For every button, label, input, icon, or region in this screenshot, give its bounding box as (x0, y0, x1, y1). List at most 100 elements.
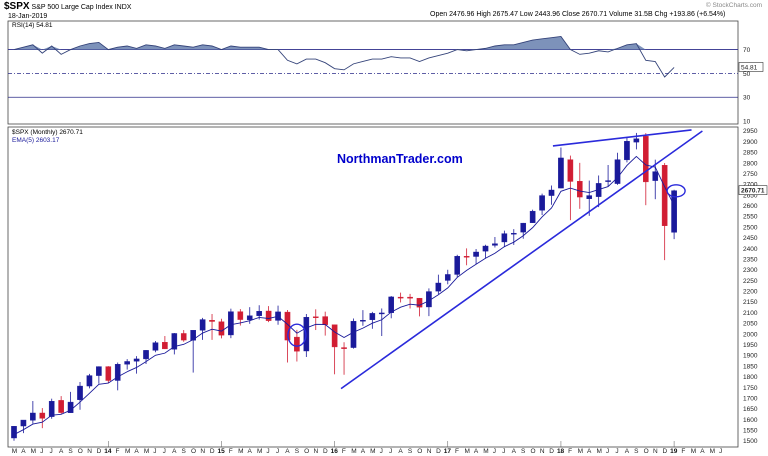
candle-down (643, 135, 649, 183)
candle-down (294, 336, 300, 352)
candle-up (624, 141, 630, 161)
symbol: $SPX (4, 1, 30, 12)
x-axis-month-label: A (134, 448, 139, 455)
x-axis-month-label: M (370, 448, 375, 455)
candle-down (661, 165, 668, 226)
x-axis-month-label: A (21, 448, 26, 455)
candle-down (331, 324, 338, 348)
x-axis-month-label: M (125, 448, 130, 455)
x-axis-month-label: A (172, 448, 177, 455)
x-axis-month-label: A (285, 448, 290, 455)
x-axis-month-label: J (153, 448, 156, 455)
x-axis-month-label: O (78, 448, 83, 455)
x-axis-month-label: J (719, 448, 722, 455)
candle-up (96, 366, 102, 376)
x-axis-month-label: F (681, 448, 685, 455)
ohlc-readout: Open 2476.96 High 2675.47 Low 2443.96 Cl… (430, 11, 726, 18)
candle-down (265, 310, 272, 321)
candle-up (190, 330, 196, 341)
x-axis-month-label: M (31, 448, 36, 455)
x-axis-month-label: N (200, 448, 205, 455)
candle-up (171, 333, 178, 350)
candle-up (633, 138, 640, 143)
x-axis-month-label: J (163, 448, 166, 455)
x-axis-month-label: S (408, 448, 413, 455)
price-tick-label: 2300 (743, 267, 758, 274)
x-axis-month-label: J (389, 448, 392, 455)
rsi-overbought-fill (14, 36, 675, 50)
candle-up (256, 311, 262, 316)
x-axis-month-label: N (540, 448, 545, 455)
x-axis-month-label: S (68, 448, 73, 455)
candle-up (350, 321, 357, 348)
x-axis-month-label: S (634, 448, 639, 455)
candle-down (567, 159, 574, 182)
price-tick-label: 2900 (743, 139, 758, 146)
x-axis-month-label: M (238, 448, 243, 455)
highlight-circle (287, 323, 307, 347)
rsi-value-tag: 54.81 (741, 64, 758, 71)
price-tick-label: 2550 (743, 214, 758, 221)
x-axis-month-label: D (97, 448, 102, 455)
x-axis-month-label: M (691, 448, 696, 455)
candle-up (501, 233, 508, 243)
price-tick-label: 2400 (743, 246, 758, 253)
candle-up (529, 210, 536, 223)
candle-down (218, 321, 225, 336)
price-tick-label: 2250 (743, 278, 758, 285)
x-axis-year-label: 16 (331, 448, 339, 455)
candle-down (407, 296, 413, 299)
x-axis-month-label: N (653, 448, 658, 455)
x-axis-month-label: O (644, 448, 649, 455)
x-axis-year-label: 15 (217, 448, 225, 455)
resistance-trendline (552, 129, 692, 147)
price-tick-label: 1850 (743, 363, 758, 370)
x-axis-month-label: F (342, 448, 346, 455)
x-axis-month-label: M (578, 448, 583, 455)
x-axis-month-label: N (87, 448, 92, 455)
price-panel-label: $SPX (Monthly) 2670.71 (12, 129, 83, 136)
x-axis-month-label: N (314, 448, 319, 455)
x-axis-month-label: M (464, 448, 469, 455)
candle-up (143, 350, 149, 360)
ema-label: EMA(5) 2603.17 (12, 137, 60, 144)
price-layer: 2950 2900 2850 2800 2750 2700 2650 2600 2550 2500… (11, 128, 758, 445)
rsi-value-tag-box (738, 62, 764, 72)
brand-text: NorthmanTrader.com (337, 152, 463, 166)
candle-down (284, 311, 291, 341)
candle-down (237, 311, 244, 320)
price-tick-label: 1950 (743, 342, 758, 349)
x-axis-month-label: J (606, 448, 609, 455)
candle-down (577, 181, 583, 198)
candle-up (86, 375, 93, 387)
candle-up (378, 312, 385, 315)
x-axis-month-label: O (417, 448, 422, 455)
price-tick-label: 1750 (743, 385, 758, 392)
candle-up (124, 361, 130, 365)
rsi-tick-label: 70 (743, 47, 751, 54)
price-tick-label: 2950 (743, 128, 758, 135)
candle-down (39, 412, 46, 419)
candle-up (360, 320, 366, 322)
candle-up (369, 313, 376, 320)
candle-up (444, 274, 451, 281)
x-axis-month-label: A (474, 448, 479, 455)
candle-up (152, 342, 159, 351)
symbol-header: $SPX S&P 500 Large Cap Index INDX (4, 1, 131, 12)
support-trendline (340, 130, 703, 390)
candle-up (614, 159, 621, 184)
price-tick-label: 2850 (743, 150, 758, 157)
candle-down (341, 347, 347, 349)
candle-up (548, 189, 555, 196)
chart-date: 18-Jan-2019 (8, 13, 48, 20)
x-axis-year-label: 19 (670, 448, 678, 455)
x-axis-month-label: F (229, 448, 233, 455)
price-tick-label: 2750 (743, 171, 758, 178)
x-axis-month-label: D (436, 448, 441, 455)
candle-up (77, 385, 83, 400)
candle-up (586, 195, 593, 199)
x-axis-month-label: D (549, 448, 554, 455)
candle-up (510, 232, 517, 235)
